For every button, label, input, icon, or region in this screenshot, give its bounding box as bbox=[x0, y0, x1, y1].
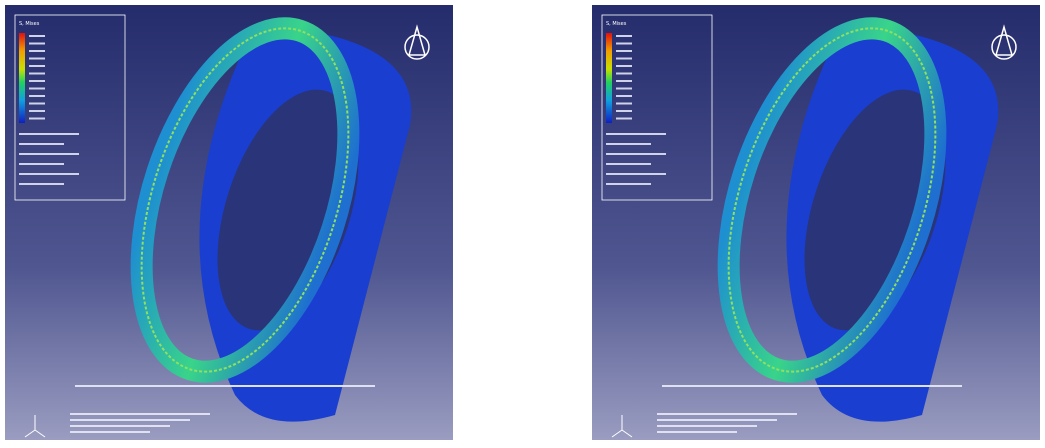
scale-label bbox=[616, 35, 632, 37]
scale-label bbox=[616, 65, 632, 67]
status-line bbox=[662, 385, 962, 387]
scale-label bbox=[616, 80, 632, 82]
scale-label bbox=[616, 95, 632, 97]
panel: S, Mises bbox=[5, 2, 453, 440]
color-scale bbox=[606, 33, 612, 123]
scale-label bbox=[29, 118, 45, 120]
screenshot: S, Mises S, Mises bbox=[0, 0, 1045, 448]
scale-label bbox=[29, 95, 45, 97]
scale-label bbox=[29, 58, 45, 60]
color-scale bbox=[19, 33, 25, 123]
info-line bbox=[606, 163, 651, 165]
scale-label bbox=[616, 73, 632, 75]
info-line bbox=[606, 183, 651, 185]
info-line bbox=[19, 133, 79, 135]
info-line bbox=[606, 153, 666, 155]
info-line bbox=[19, 153, 79, 155]
step-info bbox=[70, 425, 170, 427]
status-line bbox=[75, 385, 375, 387]
info-line bbox=[19, 183, 64, 185]
scale-label bbox=[29, 110, 45, 112]
info-line bbox=[606, 133, 666, 135]
scale-label bbox=[29, 43, 45, 45]
step-info bbox=[70, 419, 190, 421]
scale-label bbox=[616, 58, 632, 60]
scale-label bbox=[29, 73, 45, 75]
step-info bbox=[70, 413, 210, 415]
page: S, MisesS, Mises (() => { const data = J… bbox=[0, 0, 1045, 448]
scale-label bbox=[616, 50, 632, 52]
scale-label bbox=[29, 103, 45, 105]
step-info bbox=[657, 425, 757, 427]
panels: S, Mises S, Mises bbox=[5, 2, 1040, 440]
step-info bbox=[657, 419, 777, 421]
step-info bbox=[70, 431, 150, 433]
scale-label bbox=[29, 80, 45, 82]
panel: S, Mises bbox=[592, 2, 1040, 440]
step-info bbox=[657, 431, 737, 433]
scale-label bbox=[616, 43, 632, 45]
scale-label bbox=[29, 50, 45, 52]
legend-title: S, Mises bbox=[19, 21, 40, 27]
scale-label bbox=[616, 118, 632, 120]
scale-label bbox=[29, 65, 45, 67]
scale-label bbox=[616, 88, 632, 90]
info-line bbox=[19, 163, 64, 165]
info-line bbox=[19, 173, 79, 175]
scale-label bbox=[616, 103, 632, 105]
info-line bbox=[606, 173, 666, 175]
step-info bbox=[657, 413, 797, 415]
info-line bbox=[19, 143, 64, 145]
scale-label bbox=[29, 88, 45, 90]
legend-title: S, Mises bbox=[606, 21, 627, 27]
scale-label bbox=[29, 35, 45, 37]
info-line bbox=[606, 143, 651, 145]
scale-label bbox=[616, 110, 632, 112]
